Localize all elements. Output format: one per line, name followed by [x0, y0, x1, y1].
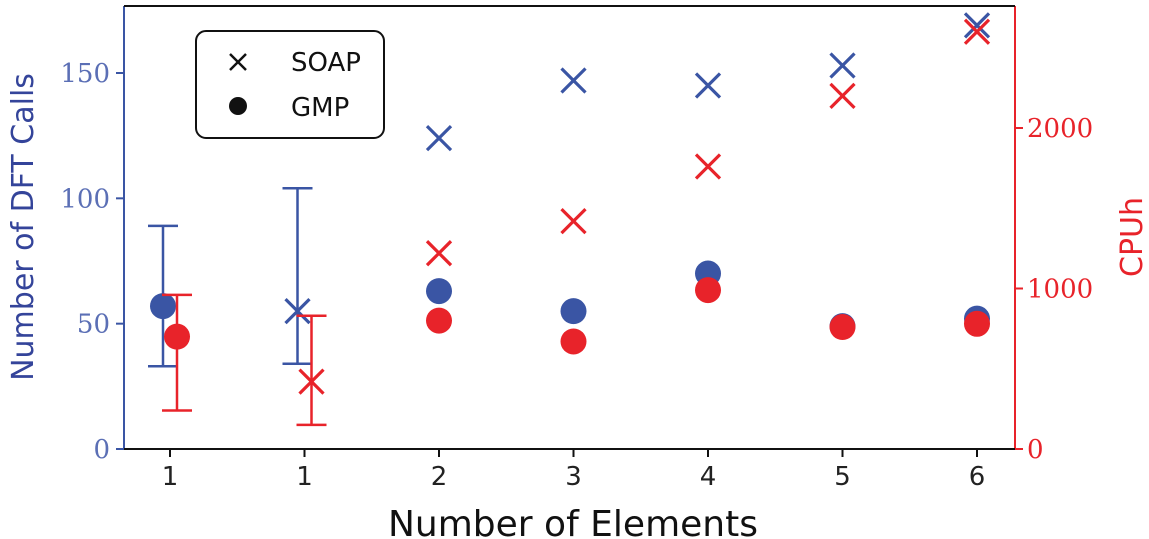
data-marks	[148, 12, 991, 427]
legend: SOAP GMP	[195, 30, 385, 139]
data-point-circle	[964, 310, 990, 337]
data-point-x	[560, 207, 587, 235]
x-tick-label: 1	[162, 462, 179, 492]
y2-tick-label: 1000	[1027, 275, 1093, 305]
data-point-circle	[695, 277, 721, 304]
data-point-x	[963, 18, 991, 45]
x-tick-label: 3	[565, 462, 582, 492]
data-point-circle	[560, 328, 587, 355]
data-point-circle	[164, 323, 190, 350]
data-point-x	[284, 298, 311, 325]
x-tick-label: 2	[431, 462, 448, 492]
x-axis-label: Number of Elements	[388, 504, 758, 539]
axis-ticks: 0 50 100 150 0 1000 2000 1 1 2 3 4 5 6	[60, 59, 1093, 492]
legend-soap-label: SOAP	[291, 48, 361, 78]
x-tick-label: 1	[296, 462, 313, 492]
y-tick-label: 150	[60, 59, 110, 89]
y-tick-label: 100	[60, 184, 110, 214]
legend-gmp-marker	[229, 97, 247, 115]
data-point-x	[298, 368, 325, 395]
x-tick-label: 6	[969, 462, 986, 492]
x-tick-label: 5	[834, 462, 851, 492]
legend-soap-marker	[229, 53, 247, 71]
y-axis-label: Number of DFT Calls	[6, 73, 41, 381]
data-point-x	[963, 12, 991, 39]
x-tick-label: 4	[700, 462, 717, 492]
data-point-circle	[829, 314, 856, 341]
y-tick-label: 50	[77, 310, 110, 340]
data-point-x	[694, 153, 722, 180]
data-point-x	[425, 125, 453, 152]
data-point-x	[829, 52, 856, 79]
legend-gmp-label: GMP	[291, 93, 349, 123]
data-point-x	[560, 67, 587, 94]
y2-axis-label: CPUh	[1115, 197, 1149, 277]
data-point-circle	[150, 293, 176, 320]
data-point-x	[694, 72, 722, 99]
y2-tick-label: 0	[1027, 435, 1044, 465]
data-point-circle	[426, 278, 452, 305]
data-point-circle	[560, 298, 587, 325]
data-point-x	[425, 240, 453, 267]
data-point-x	[829, 82, 856, 110]
y2-tick-label: 2000	[1027, 114, 1093, 144]
data-point-circle	[426, 307, 452, 334]
y-tick-label: 0	[93, 435, 110, 465]
